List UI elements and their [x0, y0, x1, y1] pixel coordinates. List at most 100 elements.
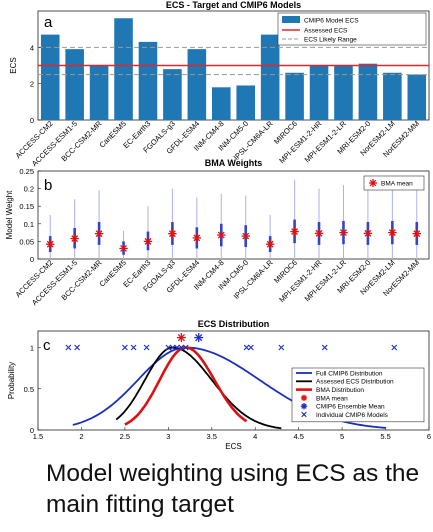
individual-model-marker	[247, 344, 254, 351]
legend-label: CMIP6 Model ECS	[304, 18, 359, 25]
panel-a-bar	[236, 85, 256, 120]
panel-a-letter: a	[44, 14, 53, 31]
panel-c-xtick-label: 5.5	[380, 432, 390, 441]
bma-mean-marker	[290, 227, 299, 236]
bma-mean-marker	[143, 237, 153, 246]
bma-mean-marker-stroke	[193, 234, 201, 242]
panel-b-ytick-label: 0.25	[19, 167, 34, 176]
legend-label: ECS Likely Range	[304, 37, 357, 44]
panel-c-xtick-label: 1.5	[33, 432, 43, 441]
individual-model-marker	[165, 344, 172, 351]
bma-mean-marker-stroke	[315, 229, 323, 237]
panel-c-xtick-label: 3	[166, 432, 170, 441]
bma-mean-marker-stroke	[340, 229, 347, 237]
panel-a-bar	[407, 74, 427, 120]
panel-a-bar	[260, 34, 280, 120]
panel-b-ytick-label: 0	[30, 255, 34, 264]
individual-model-marker	[121, 344, 128, 351]
panel-a-bar	[187, 49, 207, 120]
individual-model-marker-stroke	[174, 344, 180, 351]
panel-b-title: BMA Weights	[205, 158, 263, 168]
bma-mean-marker-stroke	[242, 232, 250, 240]
legend-label: Assessed ECS	[304, 28, 348, 35]
bma-mean-marker	[176, 333, 186, 343]
individual-model-marker	[182, 344, 189, 351]
individual-model-marker-stroke	[169, 344, 176, 351]
bma-mean-marker	[192, 233, 202, 243]
bma-mean-marker-stroke	[120, 245, 127, 252]
legend-individual-marker-stroke	[301, 411, 307, 418]
individual-model-marker	[130, 344, 137, 351]
panel-a-xtick-label: MPI-ESM1-2-HR	[277, 119, 324, 166]
panel-a-bar	[114, 18, 133, 121]
individual-model-marker-stroke	[321, 344, 328, 351]
distribution-curve	[115, 346, 282, 430]
legend-ensemble-marker-stroke	[301, 403, 307, 409]
panel-c-xtick-label: 3.5	[207, 432, 217, 441]
panel-c-xtick-label: 2	[79, 432, 83, 441]
individual-model-marker	[321, 344, 328, 351]
bma-mean-marker	[168, 229, 177, 238]
panel-c-ytick-label: 1	[30, 344, 34, 353]
legend-label: BMA Distribution	[316, 387, 364, 394]
panel-a-ytick-label: 0	[30, 116, 34, 125]
individual-model-marker	[65, 344, 72, 351]
legend-label: BMA mean	[381, 181, 413, 188]
panel-c-letter: c	[43, 337, 51, 354]
individual-model-marker	[74, 344, 80, 351]
panel-a-bar	[89, 65, 109, 120]
panel-a-ytick-label: 2	[30, 80, 34, 89]
individual-model-marker	[278, 344, 285, 351]
bma-mean-marker	[339, 228, 348, 237]
panel-c-ytick-label: 0.5	[24, 385, 34, 394]
individual-model-marker	[243, 344, 250, 351]
bma-mean-marker	[265, 240, 275, 249]
panel-c-xlabel: ECS	[225, 442, 241, 451]
bma-mean-marker	[388, 228, 397, 237]
panel-a-bar	[211, 87, 231, 120]
panel-c-ylabel: Probability	[7, 362, 16, 399]
individual-model-marker-stroke	[278, 344, 285, 351]
figure-canvas: ECS - Target and CMIP6 Models024ECSaACCE…	[5, 0, 431, 451]
legend-bma-marker	[369, 179, 377, 187]
bma-mean-marker	[217, 230, 226, 240]
panel-b-letter: b	[44, 177, 52, 194]
bma-mean-marker-stroke	[388, 229, 396, 237]
bma-mean-marker-stroke	[177, 333, 186, 342]
legend-bma-marker-stroke	[369, 179, 377, 187]
panel-a-bar	[65, 49, 84, 120]
panel-b-ylabel: Model Weight	[5, 190, 14, 240]
panel-b-ytick-label: 0.05	[19, 237, 34, 246]
panel-a-title: ECS - Target and CMIP6 Models	[166, 0, 301, 10]
ensemble-mean-marker	[194, 333, 204, 343]
bma-mean-marker	[46, 240, 55, 249]
bma-mean-marker-stroke	[95, 230, 103, 238]
individual-model-marker-stroke	[74, 344, 80, 351]
individual-model-marker-stroke	[247, 344, 254, 351]
individual-model-marker-stroke	[243, 344, 250, 351]
panel-a-bar	[309, 65, 329, 120]
bma-mean-marker	[412, 229, 421, 238]
bma-mean-marker	[119, 244, 128, 253]
panel-a-bar	[163, 69, 182, 120]
panel-c-xtick-label: 5	[340, 432, 344, 441]
panel-c-xtick-label: 4	[253, 432, 257, 441]
bma-mean-marker-stroke	[71, 235, 79, 243]
individual-model-marker-stroke	[121, 344, 128, 351]
panel-a-bar	[285, 72, 304, 120]
panel-b-legend	[363, 175, 425, 191]
bma-mean-marker-stroke	[413, 230, 421, 238]
individual-model-marker-stroke	[130, 344, 137, 351]
panel-a-bar	[138, 41, 158, 121]
legend-label: BMA mean	[316, 395, 348, 402]
bma-mean-marker-stroke	[168, 230, 176, 238]
legend-bma-marker	[300, 394, 308, 402]
panel-c-title: ECS Distribution	[198, 319, 270, 329]
individual-model-marker-stroke	[391, 344, 398, 351]
panel-b-ytick-label: 0.15	[19, 202, 34, 211]
legend-label: Individual CMIP6 Models	[316, 412, 389, 419]
panel-c-legend	[291, 367, 425, 423]
individual-model-marker	[143, 344, 150, 351]
legend-bma-marker-stroke	[301, 395, 307, 401]
bma-mean-marker	[70, 234, 79, 243]
